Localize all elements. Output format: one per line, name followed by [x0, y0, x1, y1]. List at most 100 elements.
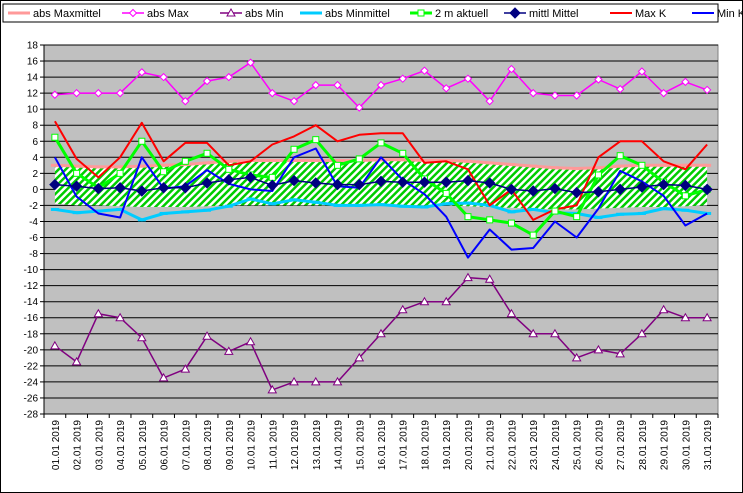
point-mittl-mittel: [288, 174, 300, 187]
point-abs-minmittel: [290, 198, 299, 202]
point-mittl-mittel: [375, 175, 387, 188]
point-abs-max: [376, 80, 386, 90]
point-2-m-aktuell: [551, 207, 559, 215]
plot-area: [43, 44, 719, 415]
series-abs-max: [50, 58, 712, 112]
point-abs-maxmittel: [50, 163, 59, 167]
y-tick-label: -8: [29, 249, 38, 260]
y-tick-label: -28: [24, 410, 39, 421]
x-tick-label: 25.01 2019: [573, 420, 584, 470]
point-abs-maxmittel: [377, 158, 385, 162]
x-tick-label: 18.01 2019: [420, 420, 431, 470]
point-abs-minmittel: [311, 200, 320, 204]
point-abs-minmittel: [703, 211, 712, 215]
point-2-m-aktuell: [681, 192, 689, 200]
legend-item-min-k: Min K: [692, 8, 743, 20]
point-mittl-mittel: [266, 179, 278, 192]
y-axis: 18 16 14 12 10 8 6 4 2 0 -2 -4 -6 -8 -10 -12 -14 -16 -18 -2…: [24, 41, 45, 421]
point-abs-maxmittel: [94, 165, 103, 169]
point-abs-minmittel: [268, 202, 277, 206]
point-abs-max: [442, 84, 451, 93]
x-tick-label: 28.01 2019: [638, 420, 649, 470]
legend-label: abs Minmittel: [325, 8, 390, 20]
y-tick-label: 16: [27, 57, 39, 68]
point-abs-maxmittel: [72, 164, 81, 168]
point-abs-min: [158, 372, 169, 382]
point-abs-max: [246, 58, 255, 67]
point-abs-max: [398, 74, 407, 83]
point-abs-max: [202, 76, 212, 86]
legend-label: abs Max: [147, 8, 189, 20]
point-abs-min: [680, 312, 691, 322]
legend-label: 2 m aktuell: [435, 8, 488, 20]
point-abs-maxmittel: [594, 166, 603, 170]
x-tick-label: 15.01 2019: [355, 420, 366, 470]
x-tick-label: 07.01 2019: [181, 420, 192, 470]
point-mittl-mittel: [136, 185, 148, 197]
x-tick-label: 10.01 2019: [247, 420, 258, 470]
x-tick-label: 02.01 2019: [73, 420, 84, 470]
x-tick-label: 14.01 2019: [334, 420, 345, 470]
y-tick-label: -14: [24, 297, 39, 308]
x-tick-label: 06.01 2019: [160, 420, 171, 470]
y-tick-label: 14: [27, 73, 39, 84]
point-abs-minmittel: [659, 207, 668, 211]
legend-item-2-m-aktuell: 2 m aktuell: [410, 8, 488, 20]
point-abs-minmittel: [594, 215, 603, 219]
legend-box: [2, 3, 719, 23]
point-abs-min: [615, 348, 626, 358]
point-2-m-aktuell: [290, 145, 298, 153]
x-tick-label: 03.01 2019: [94, 420, 105, 470]
point-abs-minmittel: [116, 207, 125, 211]
legend-marker: [417, 9, 425, 17]
point-abs-maxmittel: [550, 166, 559, 170]
point-abs-max: [333, 80, 342, 90]
point-2-m-aktuell: [486, 216, 494, 224]
point-2-m-aktuell: [464, 213, 472, 221]
point-abs-min: [484, 274, 495, 283]
point-abs-min: [702, 312, 712, 322]
point-mittl-mittel: [614, 183, 626, 196]
series-max-k: [54, 120, 708, 221]
point-abs-minmittel: [616, 212, 625, 216]
x-tick-label: 17.01 2019: [399, 420, 410, 470]
point-2-m-aktuell: [312, 136, 320, 144]
point-abs-min: [637, 328, 647, 338]
x-tick-label: 27.01 2019: [616, 420, 627, 470]
point-abs-max: [420, 66, 429, 75]
point-abs-min: [658, 304, 669, 314]
point-abs-max: [507, 64, 516, 74]
point-abs-max: [615, 84, 625, 94]
point-abs-maxmittel: [703, 163, 712, 167]
point-abs-max: [637, 67, 647, 76]
point-mittl-mittel: [92, 182, 105, 195]
point-2-m-aktuell: [51, 133, 59, 141]
point-abs-maxmittel: [268, 159, 277, 163]
point-mittl-mittel: [484, 177, 496, 189]
point-2-m-aktuell: [160, 168, 168, 176]
point-abs-minmittel: [420, 205, 429, 209]
point-abs-min: [397, 304, 408, 314]
point-2-m-aktuell: [355, 155, 363, 163]
series-mittl-mittel: [49, 171, 713, 199]
point-2-m-aktuell: [225, 165, 233, 173]
point-abs-maxmittel: [572, 167, 581, 171]
y-tick-label: 12: [27, 89, 39, 100]
point-abs-maxmittel: [529, 164, 538, 168]
point-abs-min: [332, 376, 343, 386]
point-mittl-mittel: [70, 180, 83, 192]
point-abs-max: [485, 96, 494, 106]
point-2-m-aktuell: [442, 189, 450, 197]
point-abs-maxmittel: [616, 164, 625, 168]
legend-item-abs-max: abs Max: [122, 8, 189, 20]
point-mittl-mittel: [223, 174, 235, 186]
legend-label: Min K: [717, 8, 743, 20]
legend-label: mittl Mittel: [529, 8, 579, 20]
point-abs-maxmittel: [420, 159, 429, 163]
point-abs-minmittel: [137, 218, 146, 222]
x-tick-label: 19.01 2019: [442, 420, 453, 470]
y-tick-label: 4: [32, 153, 38, 164]
point-2-m-aktuell: [573, 213, 581, 221]
y-tick-label: 0: [32, 185, 38, 196]
point-abs-max: [355, 103, 364, 112]
